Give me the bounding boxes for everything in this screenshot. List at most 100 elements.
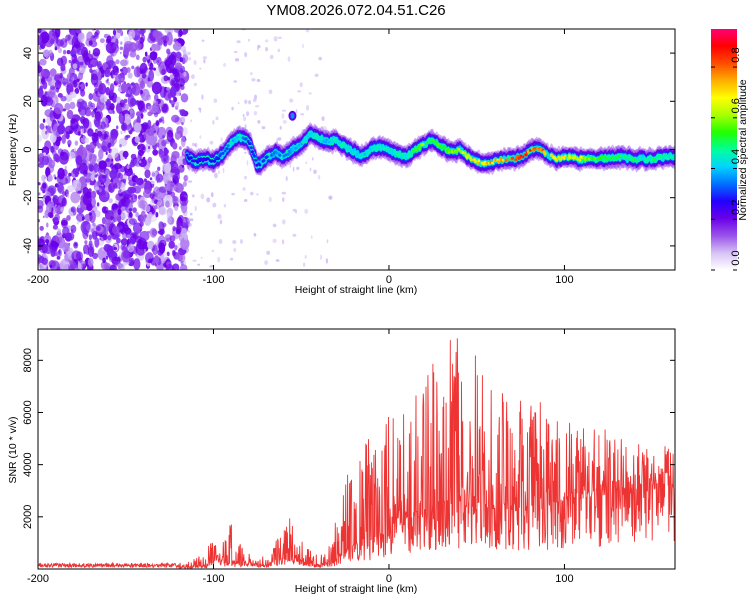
noise-blob: [119, 68, 123, 72]
noise-blob: [113, 205, 118, 210]
noise-blob: [74, 128, 77, 132]
noise-blob: [154, 205, 158, 210]
noise-blob: [110, 128, 119, 139]
noise-blob: [154, 193, 158, 198]
noise-blob: [121, 224, 129, 232]
noise-blob: [186, 174, 189, 181]
noise-blob: [220, 137, 223, 143]
ridge-core: [524, 153, 528, 157]
noise-blob: [155, 173, 164, 183]
noise-blob: [264, 260, 268, 265]
ridge-core: [358, 154, 362, 158]
noise-blob: [70, 224, 77, 234]
noise-blob: [121, 189, 124, 193]
noise-blob: [53, 174, 56, 178]
noise-blob: [105, 151, 108, 156]
noise-blob: [175, 101, 180, 108]
noise-blob: [132, 207, 137, 213]
noise-blob: [88, 153, 97, 165]
noise-blob: [69, 91, 77, 99]
noise-blob: [124, 52, 128, 56]
noise-blob: [142, 189, 152, 199]
colorbar-label: Normalized spectral amplitude: [737, 79, 749, 220]
noise-blob: [108, 198, 113, 204]
noise-blob: [107, 234, 112, 241]
noise-blob: [57, 124, 66, 135]
noise-blob: [148, 69, 155, 82]
noise-blob: [152, 124, 155, 128]
colorbar-tick-label: 0.4: [730, 149, 742, 164]
noise-blob: [237, 101, 240, 105]
ridge-core: [403, 154, 407, 157]
noise-blob: [81, 134, 83, 139]
noise-blob: [281, 113, 285, 119]
noise-blob: [97, 63, 101, 68]
noise-blob: [217, 256, 221, 263]
noise-blob: [46, 197, 50, 201]
noise-blob: [44, 36, 47, 40]
noise-blob: [93, 163, 99, 173]
ridge-core: [382, 146, 386, 150]
noise-blob: [149, 200, 155, 207]
noise-blob: [140, 34, 146, 42]
noise-blob: [159, 186, 167, 194]
ridge-core: [290, 149, 294, 153]
noise-blob: [126, 165, 130, 169]
noise-blob: [213, 98, 218, 103]
noise-blob: [169, 64, 174, 68]
noise-blob: [125, 93, 130, 98]
noise-blob: [172, 226, 176, 232]
noise-blob: [55, 80, 63, 87]
noise-blob: [82, 52, 93, 62]
noise-blob: [143, 248, 147, 253]
noise-blob: [295, 109, 298, 114]
ridge-core: [628, 156, 632, 160]
noise-blob: [76, 222, 79, 225]
ridge-core: [455, 150, 459, 154]
noise-blob: [105, 219, 111, 226]
ridge-core: [253, 154, 256, 158]
noise-blob: [38, 134, 43, 143]
noise-blob: [147, 35, 157, 44]
noise-blob: [234, 58, 240, 62]
noise-blob: [218, 239, 223, 244]
colorbar-ticks: 0.0 0.2 0.4 0.6 0.8: [711, 47, 742, 271]
noise-blob: [246, 111, 250, 117]
noise-blob: [123, 98, 128, 104]
ridge-core: [366, 150, 370, 154]
noise-blob: [223, 204, 227, 208]
noise-blob: [163, 148, 169, 155]
noise-blob: [116, 256, 121, 262]
noise-blob: [42, 49, 51, 58]
noise-blob: [94, 111, 102, 121]
ridge-core: [368, 147, 372, 151]
ridge-core: [555, 158, 559, 162]
noise-blob: [281, 191, 286, 195]
noise-blob: [136, 111, 141, 117]
noise-blob: [189, 212, 193, 216]
noise-blob: [117, 262, 124, 269]
noise-blob: [322, 126, 327, 132]
noise-blob: [148, 258, 153, 264]
noise-blob: [161, 153, 170, 165]
noise-blob: [45, 130, 48, 135]
noise-blob: [108, 183, 115, 193]
ridge-core: [436, 143, 440, 147]
noise-blob: [99, 38, 105, 44]
noise-blob: [188, 222, 192, 227]
noise-blob: [57, 228, 62, 234]
noise-blob: [165, 264, 175, 270]
noise-blob: [157, 137, 167, 151]
noise-blob: [308, 92, 312, 95]
snr-frame: [37, 328, 676, 570]
noise-blob: [52, 224, 59, 230]
ridge-core: [248, 142, 252, 146]
colorbar: 0.0 0.2 0.4 0.6 0.8 Normalized spectral ampl…: [711, 29, 749, 271]
noise-blob: [289, 163, 292, 168]
noise-blob: [140, 88, 150, 102]
noise-blob: [166, 251, 170, 257]
noise-blob: [272, 223, 277, 228]
noise-blob: [215, 116, 219, 121]
noise-blob: [68, 261, 77, 270]
